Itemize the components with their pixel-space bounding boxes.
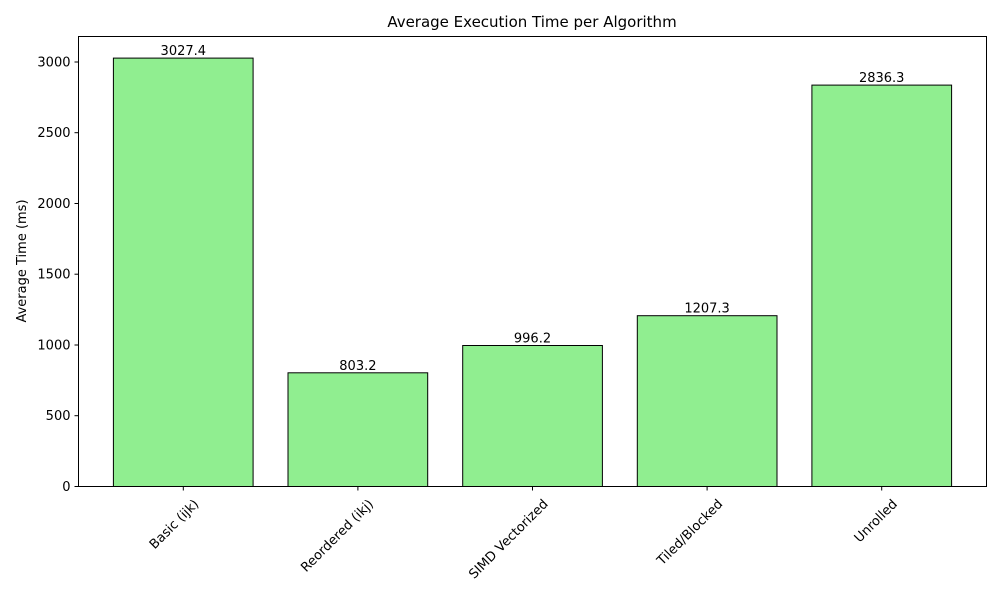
y-axis: 0 500 1000 1500 2000 2500 3000 xyxy=(37,56,79,495)
x-tick-label: Basic (ijk) xyxy=(147,497,202,552)
bar-value-label: 996.2 xyxy=(514,332,551,347)
y-tick-label: 0 xyxy=(62,480,70,495)
bar xyxy=(811,84,953,487)
y-tick-label: 3000 xyxy=(37,56,70,71)
value-labels-layer: 3027.4 803.2 996.2 1207.3 2836.3 xyxy=(161,44,905,374)
bar xyxy=(112,57,254,487)
bar-value-label: 3027.4 xyxy=(161,44,207,59)
x-tick-label: Tiled/Blocked xyxy=(654,497,726,569)
y-axis-label: Average Time (ms) xyxy=(15,199,30,322)
plot-frame xyxy=(78,36,987,487)
bar xyxy=(462,345,603,487)
bar xyxy=(287,372,429,487)
bar-value-label: 803.2 xyxy=(339,359,376,374)
bar-value-label: 1207.3 xyxy=(684,302,730,317)
y-tick-label: 500 xyxy=(46,409,71,424)
y-tick-label: 2000 xyxy=(37,197,70,212)
x-tick-label: SIMD Vectorized xyxy=(466,497,551,582)
x-axis: Basic (ijk) Reordered (ikj) SIMD Vectorize… xyxy=(147,486,901,582)
bar-value-label: 2836.3 xyxy=(859,71,905,86)
bar xyxy=(636,315,778,488)
x-tick-label: Unrolled xyxy=(852,497,901,546)
y-tick-label: 2500 xyxy=(37,126,70,141)
x-tick-label: Reordered (ikj) xyxy=(298,497,377,576)
chart-title: Average Execution Time per Algorithm xyxy=(387,13,676,31)
bars-layer xyxy=(112,57,953,488)
y-tick-label: 1500 xyxy=(37,268,70,283)
y-tick-label: 1000 xyxy=(37,339,70,354)
